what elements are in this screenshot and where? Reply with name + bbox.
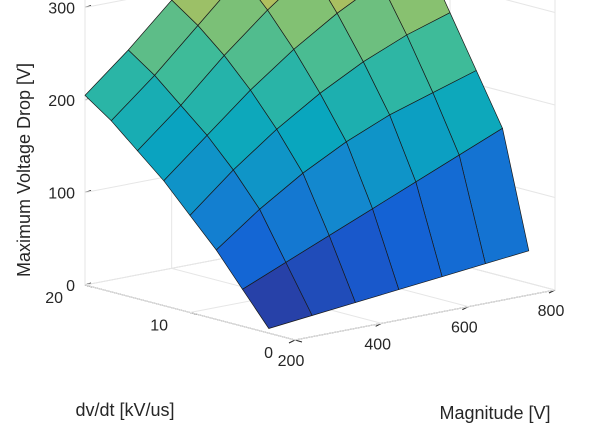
z-tick-label: 100 <box>48 186 75 203</box>
z-axis-label: Maximum Voltage Drop [V] <box>14 63 34 277</box>
y-tick-label: 10 <box>150 318 168 335</box>
surface-patch <box>242 262 313 329</box>
y-tick-mark <box>294 339 303 343</box>
z-tick-label: 0 <box>66 278 75 295</box>
x-tick-mark <box>288 339 296 344</box>
surface-patches <box>84 0 530 329</box>
z-tick-label: 200 <box>48 93 75 110</box>
x-axis-label: Magnitude [V] <box>439 403 550 423</box>
z-tick-label: 300 <box>48 1 75 18</box>
grid-line-z-side <box>505 0 556 13</box>
grid-line-y <box>294 289 556 341</box>
surface-patch <box>328 0 356 14</box>
y-tick-label: 0 <box>264 345 273 362</box>
y-tick-label: 20 <box>45 290 63 307</box>
x-tick-label: 400 <box>364 336 391 353</box>
x-tick-label: 600 <box>451 320 478 337</box>
surface-patch <box>259 0 279 11</box>
tick-labels: 200400600800010200100200300400 <box>45 1 565 371</box>
x-tick-label: 200 <box>278 353 305 370</box>
y-axis-label: dv/dt [kV/us] <box>75 400 174 420</box>
x-tick-label: 800 <box>538 303 565 320</box>
